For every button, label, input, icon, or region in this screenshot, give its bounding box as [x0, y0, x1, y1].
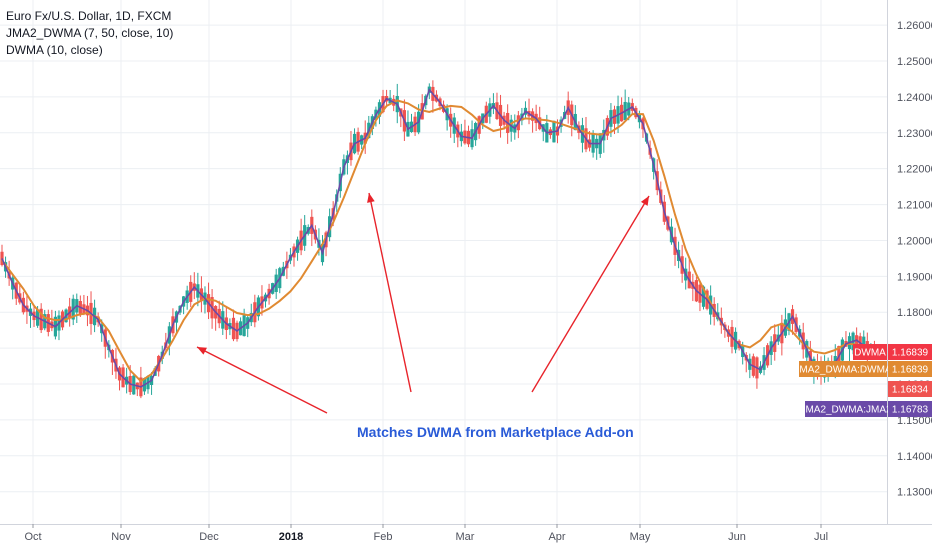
jma2-dwma-line: [1, 88, 879, 388]
price-tag-value: 1.16783: [892, 405, 929, 416]
y-tick-label: 1.20000: [897, 235, 932, 247]
y-tick-label: 1.13000: [897, 487, 932, 499]
arrow-middle: [368, 192, 412, 393]
x-tick-label: Dec: [199, 531, 219, 543]
annotation-arrows: [196, 192, 650, 414]
y-tick-label: 1.23000: [897, 128, 932, 140]
y-tick-label: 1.24000: [897, 92, 932, 104]
x-tick-label: 2018: [279, 531, 303, 543]
arrow-middle-head: [367, 193, 375, 203]
price-tag: DWMA 1.16839: [853, 344, 932, 360]
chart-legend: Euro Fx/U.S. Dollar, 1D, FXCM JMA2_DWMA …: [6, 8, 173, 59]
price-axis[interactable]: 1.26000 1.25000 1.24000 1.23000 1.22000 1.210…: [897, 20, 932, 499]
time-axis[interactable]: Oct Nov Dec 2018 Feb Mar Apr May Jun Jul: [24, 524, 828, 543]
y-tick-label: 1.22000: [897, 164, 932, 176]
price-tag: JMA2_DWMA:DWMA 1.16839: [794, 361, 932, 377]
x-tick-label: Feb: [374, 531, 393, 543]
x-tick-label: Oct: [24, 531, 41, 543]
candlestick-series: [0, 80, 877, 399]
indicator-lines: [1, 88, 879, 388]
price-tag: 1.16834: [888, 381, 932, 397]
x-tick-label: Jul: [814, 531, 828, 543]
x-tick-label: Nov: [111, 531, 131, 543]
arrow-right-head: [640, 196, 649, 206]
arrow-right: [531, 195, 650, 393]
legend-dwma[interactable]: DWMA (10, close): [6, 43, 103, 57]
x-tick-label: Mar: [456, 531, 475, 543]
y-tick-label: 1.18000: [897, 307, 932, 319]
price-tag-value-box: [888, 381, 932, 397]
legend-symbol[interactable]: Euro Fx/U.S. Dollar, 1D, FXCM: [6, 9, 172, 23]
y-tick-label: 1.15000: [897, 415, 932, 427]
price-tag-value: 1.16834: [892, 385, 929, 396]
legend-jma2-dwma[interactable]: JMA2_DWMA (7, 50, close, 10): [6, 26, 174, 40]
price-tag-value-box: [888, 344, 932, 360]
price-tag-value-box: [888, 361, 932, 377]
price-tag: JMA2_DWMA:JMA2 1.16783: [800, 401, 932, 417]
y-tick-label: 1.26000: [897, 20, 932, 32]
price-tag-label-box: [853, 344, 887, 360]
price-tag-value: 1.16839: [892, 365, 929, 376]
y-tick-label: 1.21000: [897, 200, 932, 212]
y-tick-label: 1.19000: [897, 271, 932, 283]
y-tick-label: 1.25000: [897, 56, 932, 68]
price-tag-label-box: [805, 401, 887, 417]
price-tag-label: DWMA: [854, 348, 886, 359]
arrow-left-head: [197, 347, 207, 355]
y-tick-label: 1.14000: [897, 451, 932, 463]
price-tag-label-box: [799, 361, 887, 377]
price-tag-label: JMA2_DWMA:DWMA: [794, 365, 892, 376]
annotation-text: Matches DWMA from Marketplace Add-on: [357, 424, 634, 440]
x-tick-label: Jun: [728, 531, 746, 543]
x-tick-label: Apr: [548, 531, 565, 543]
price-tag-label: JMA2_DWMA:JMA2: [800, 405, 892, 416]
chart-grid: [0, 0, 887, 524]
price-tag-value: 1.16839: [892, 348, 929, 359]
arrow-left: [196, 346, 328, 414]
x-tick-label: May: [630, 531, 651, 543]
price-tag-value-box: [888, 401, 932, 417]
